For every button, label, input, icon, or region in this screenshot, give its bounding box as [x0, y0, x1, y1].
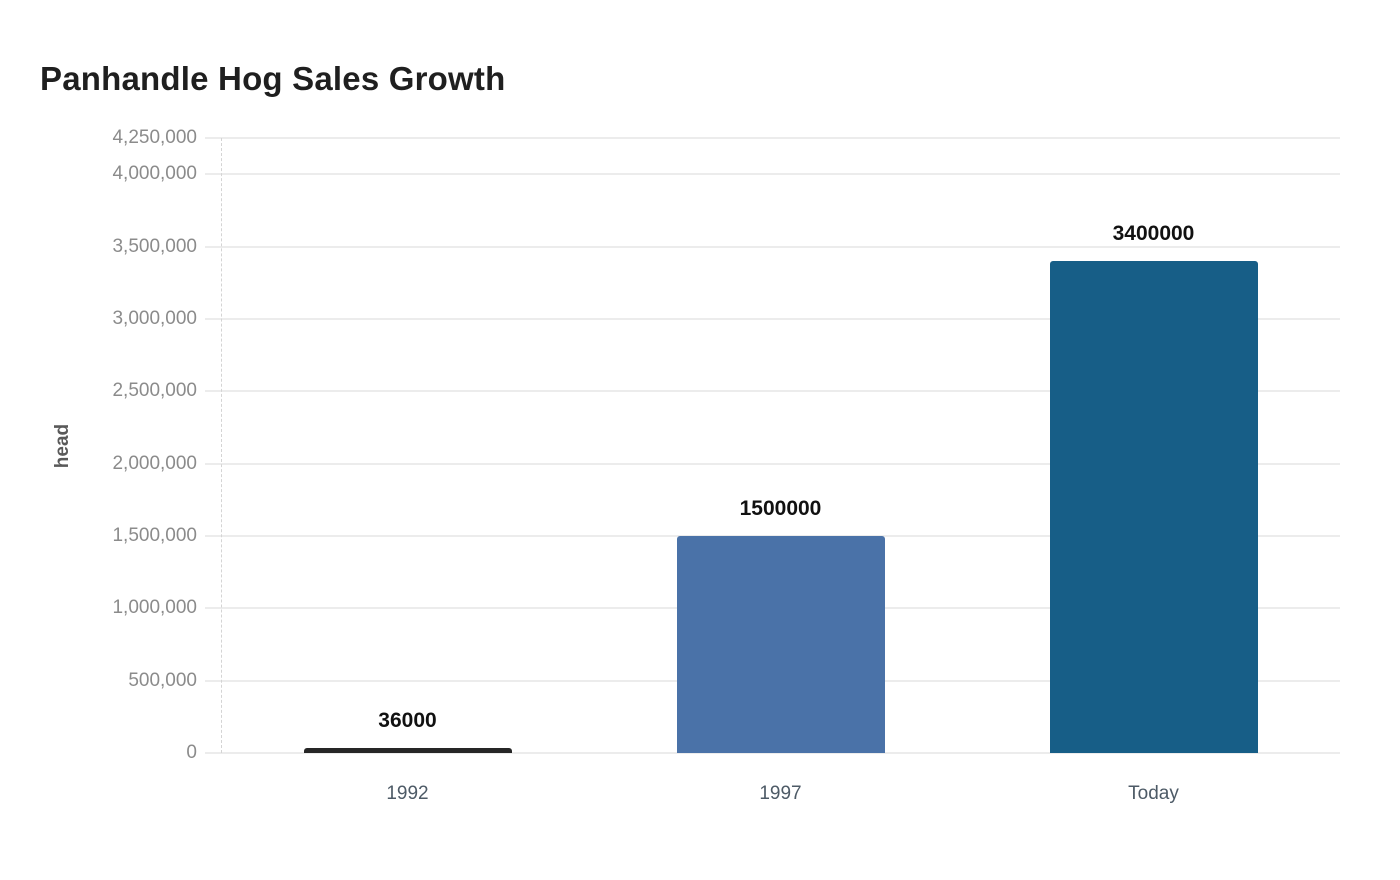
y-axis-tick-label: 1,000,000 — [112, 597, 197, 619]
bar-1992 — [303, 747, 512, 753]
x-axis-tick-label: 1997 — [759, 783, 802, 804]
gridline — [205, 752, 1340, 754]
y-axis-tick-label: 1,500,000 — [112, 524, 197, 546]
y-axis-tick-label: 3,000,000 — [112, 307, 197, 329]
bar-value-label: 36000 — [378, 708, 437, 732]
bar-value-label: 1500000 — [739, 496, 822, 520]
gridline — [205, 390, 1340, 393]
x-axis-tick-label: Today — [1128, 783, 1179, 804]
y-axis-tick-label: 2,000,000 — [112, 452, 197, 474]
y-axis-tick-label: 3,500,000 — [112, 235, 197, 257]
y-axis-tick-label: 500,000 — [128, 669, 197, 691]
bar-value-label: 3400000 — [1112, 222, 1195, 245]
gridline — [205, 245, 1340, 248]
gridline — [205, 137, 1340, 139]
bar-1997 — [676, 535, 885, 753]
y-axis-tick-label: 4,250,000 — [112, 127, 197, 148]
gridline — [205, 462, 1340, 465]
y-axis-line — [221, 138, 222, 753]
bar-today — [1049, 261, 1258, 753]
gridline — [205, 317, 1340, 320]
y-axis-tick-label: 4,000,000 — [112, 163, 197, 185]
chart-title: Panhandle Hog Sales Growth — [40, 60, 506, 97]
y-axis-tick-label: 2,500,000 — [112, 380, 197, 402]
gridline — [205, 173, 1340, 176]
y-axis-tick-label: 0 — [186, 742, 197, 763]
x-axis-tick-label: 1992 — [386, 783, 429, 804]
